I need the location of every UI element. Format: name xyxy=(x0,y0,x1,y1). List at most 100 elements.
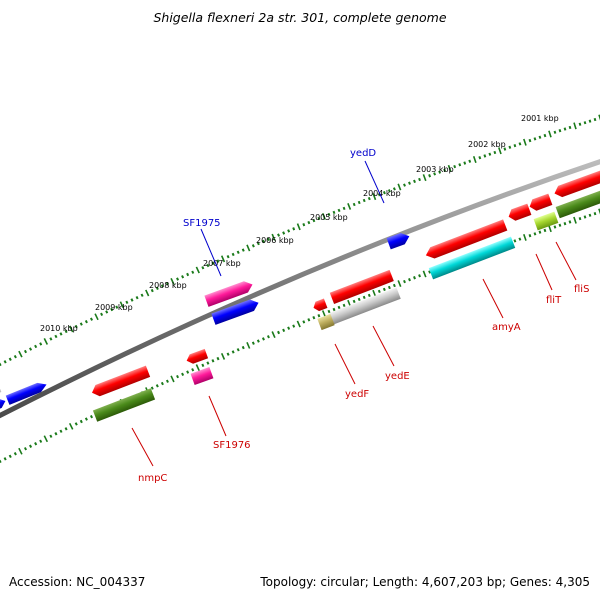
minor-tick xyxy=(8,454,12,459)
gene-feature[interactable] xyxy=(507,203,532,223)
minor-tick xyxy=(89,414,94,419)
minor-tick xyxy=(13,452,17,456)
minor-tick xyxy=(74,422,78,426)
minor-tick xyxy=(155,286,159,291)
minor-tick xyxy=(408,181,411,185)
minor-tick xyxy=(282,328,286,332)
minor-tick xyxy=(105,310,109,314)
minor-tick xyxy=(211,359,215,363)
minor-tick xyxy=(34,344,38,349)
minor-tick xyxy=(130,298,134,302)
major-tick xyxy=(472,156,477,163)
minor-tick xyxy=(382,287,386,292)
gene-feature[interactable] xyxy=(5,380,49,405)
gene-label-SF1975[interactable]: SF1975 xyxy=(183,218,221,229)
minor-tick xyxy=(160,381,164,386)
gene-feature-SF1976[interactable] xyxy=(190,366,214,386)
minor-tick xyxy=(0,362,2,367)
minor-tick xyxy=(307,318,311,322)
gene-feature[interactable] xyxy=(185,348,209,366)
gene-label-yedD[interactable]: yedD xyxy=(350,148,376,159)
minor-tick xyxy=(312,218,316,223)
minor-tick xyxy=(49,434,53,438)
minor-tick xyxy=(337,208,341,213)
minor-tick xyxy=(352,299,356,304)
minor-tick xyxy=(261,239,265,244)
gene-label-yedF[interactable]: yedF xyxy=(345,389,369,400)
minor-tick xyxy=(453,164,457,169)
gene-label-SF1976[interactable]: SF1976 xyxy=(213,440,251,451)
minor-tick xyxy=(84,417,88,421)
gene-feature[interactable] xyxy=(312,298,328,313)
gene-feature[interactable] xyxy=(0,396,7,412)
gene-label-fliS[interactable]: fliS xyxy=(574,284,589,295)
minor-tick xyxy=(543,228,547,233)
minor-tick xyxy=(493,150,497,155)
minor-tick xyxy=(418,177,421,182)
minor-tick xyxy=(29,444,33,448)
minor-tick xyxy=(553,130,557,134)
minor-tick xyxy=(428,270,432,274)
minor-tick xyxy=(362,295,366,300)
major-tick xyxy=(246,244,251,252)
gene-feature-SF1975[interactable] xyxy=(204,279,254,307)
major-tick xyxy=(397,183,402,191)
leader-lines xyxy=(131,160,577,467)
major-tick xyxy=(94,313,99,321)
gene-feature-yedD[interactable] xyxy=(386,231,412,250)
minor-tick xyxy=(553,225,557,229)
kbp-label-2008: 2008 kbp xyxy=(149,281,187,290)
minor-tick xyxy=(563,127,567,131)
major-tick xyxy=(422,174,427,182)
minor-tick xyxy=(23,447,28,451)
minor-tick xyxy=(392,187,396,191)
minor-tick xyxy=(588,119,592,123)
minor-tick xyxy=(64,427,68,431)
gene-feature[interactable] xyxy=(329,269,394,304)
major-tick xyxy=(523,233,527,241)
gene-feature[interactable] xyxy=(424,219,508,261)
gene-label-amyA[interactable]: amyA xyxy=(492,322,521,333)
minor-tick xyxy=(443,168,447,172)
minor-tick xyxy=(593,117,597,122)
minor-tick xyxy=(100,312,104,317)
minor-tick xyxy=(282,231,286,235)
major-tick xyxy=(296,320,301,328)
minor-tick xyxy=(23,349,28,354)
gene-feature[interactable] xyxy=(555,187,600,219)
gene-feature[interactable] xyxy=(92,388,156,422)
minor-tick xyxy=(3,457,7,461)
minor-tick xyxy=(226,352,230,356)
gene-feature[interactable] xyxy=(211,297,260,325)
minor-tick xyxy=(583,215,587,219)
minor-tick xyxy=(377,289,381,294)
gene-label-fliT[interactable]: fliT xyxy=(546,295,562,306)
minor-tick xyxy=(191,270,195,274)
major-tick xyxy=(321,213,326,220)
gene-feature-yedF[interactable] xyxy=(317,313,335,331)
major-tick xyxy=(43,338,49,345)
major-tick xyxy=(18,447,23,455)
gene-label-yedE[interactable]: yedE xyxy=(385,371,410,382)
minor-tick xyxy=(277,233,281,237)
minor-tick xyxy=(387,285,391,290)
major-tick xyxy=(321,310,326,317)
gene-feature-nmpC[interactable] xyxy=(90,365,151,399)
kbp-label-2004: 2004 kbp xyxy=(363,189,401,198)
minor-tick xyxy=(231,350,235,354)
minor-tick xyxy=(49,337,53,341)
minor-tick xyxy=(211,261,215,265)
gene-feature-amyA[interactable] xyxy=(428,236,516,280)
minor-tick xyxy=(433,172,437,176)
major-tick xyxy=(372,193,377,201)
gene-feature-fliS[interactable] xyxy=(552,169,600,199)
gene-feature[interactable] xyxy=(533,211,559,231)
minor-tick xyxy=(155,384,159,388)
minor-tick xyxy=(241,248,245,252)
minor-tick xyxy=(140,293,144,297)
gene-feature-fliT[interactable] xyxy=(528,193,553,213)
minor-tick xyxy=(367,293,371,298)
gene-feature-yedE[interactable] xyxy=(329,287,401,325)
gene-label-nmpC[interactable]: nmpC xyxy=(138,473,167,484)
kbp-labels: 2001 kbp 2002 kbp 2003 kbp 2004 kbp 2005… xyxy=(40,114,559,333)
